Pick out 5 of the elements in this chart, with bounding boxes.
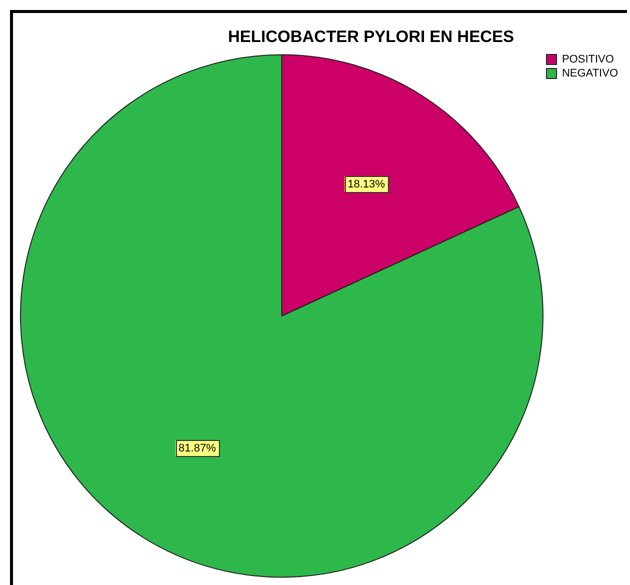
chart-title: HELICOBACTER PYLORI EN HECES: [226, 27, 516, 47]
data-label: 81.87%: [178, 442, 216, 455]
legend-label: POSITIVO: [562, 54, 614, 66]
legend-label: NEGATIVO: [562, 68, 618, 80]
data-label: 18.13%: [348, 178, 386, 191]
